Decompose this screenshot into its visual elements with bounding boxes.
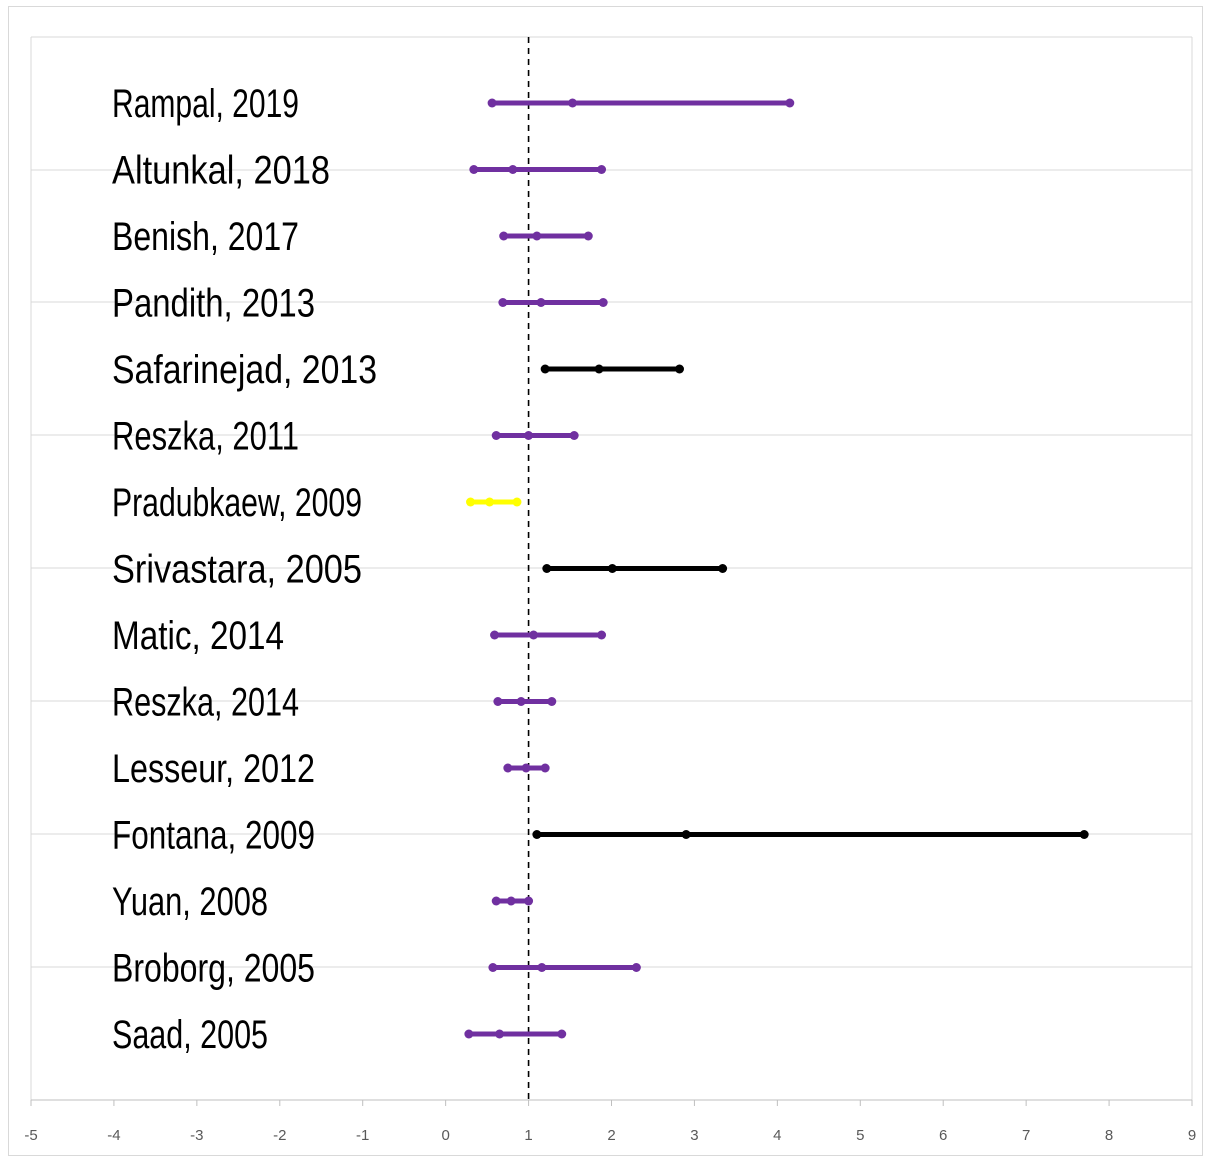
x-tick-label: 2 xyxy=(607,1127,615,1144)
x-tick-label: 3 xyxy=(690,1127,698,1144)
study-interval xyxy=(464,1029,567,1039)
ci-upper-point xyxy=(785,98,795,108)
study-label: Matic, 2014 xyxy=(112,614,284,658)
ci-upper-point xyxy=(597,630,607,640)
study-interval xyxy=(488,963,641,972)
chart-frame xyxy=(8,6,1203,1156)
study-label: Rampal, 2019 xyxy=(112,82,299,126)
study-label: Lesseur, 2012 xyxy=(112,747,315,791)
study-label: Safarinejad, 2013 xyxy=(112,348,377,392)
ci-upper-point xyxy=(675,364,685,374)
estimate-point xyxy=(681,830,691,839)
ci-lower-point xyxy=(488,963,498,972)
estimate-point xyxy=(568,98,578,108)
study-label: Fontana, 2009 xyxy=(112,814,315,858)
estimate-point xyxy=(536,298,546,307)
study-label: Pandith, 2013 xyxy=(112,282,315,326)
x-tick-label: 1 xyxy=(524,1127,532,1144)
ci-upper-point xyxy=(569,431,579,440)
study-interval xyxy=(503,763,550,773)
study-label: Benish, 2017 xyxy=(112,215,299,259)
ci-upper-point xyxy=(1079,830,1089,839)
estimate-point xyxy=(485,497,495,507)
study-label: Srivastara, 2005 xyxy=(112,548,362,592)
estimate-point xyxy=(521,763,531,773)
x-tick-label: 0 xyxy=(441,1127,449,1144)
study-interval xyxy=(487,98,795,108)
study-interval xyxy=(491,431,579,440)
study-interval xyxy=(532,830,1089,839)
ci-lower-point xyxy=(542,564,552,573)
ci-lower-point xyxy=(540,364,550,374)
ci-lower-point xyxy=(503,763,513,773)
estimate-point xyxy=(506,896,516,906)
ci-upper-point xyxy=(547,697,557,706)
estimate-point xyxy=(529,630,539,640)
study-interval xyxy=(466,497,522,507)
ci-upper-point xyxy=(583,231,593,241)
x-tick-label: 6 xyxy=(939,1127,947,1144)
study-interval xyxy=(469,165,607,174)
x-axis: -5 -4 -3 -2 -1 0 1 2 3 4 5 6 7 8 9 xyxy=(24,1099,1196,1144)
ci-lower-point xyxy=(491,896,501,906)
x-tick-label: 8 xyxy=(1105,1127,1113,1144)
ci-upper-point xyxy=(631,963,641,972)
ci-lower-point xyxy=(493,697,503,706)
ci-upper-point xyxy=(512,497,522,507)
study-label: Broborg, 2005 xyxy=(112,947,315,991)
study-label: Pradubkaew, 2009 xyxy=(112,481,362,525)
x-tick-label: -2 xyxy=(273,1127,286,1144)
ci-upper-point xyxy=(557,1029,567,1039)
ci-upper-point xyxy=(598,298,608,307)
study-interval xyxy=(498,298,608,307)
ci-lower-point xyxy=(499,231,509,241)
study-interval xyxy=(493,697,557,706)
study-intervals xyxy=(464,98,1089,1039)
x-tick-label: 9 xyxy=(1188,1127,1196,1144)
ci-upper-point xyxy=(718,564,728,573)
study-label: Reszka, 2014 xyxy=(112,681,299,725)
study-interval xyxy=(499,231,593,241)
ci-lower-point xyxy=(464,1029,474,1039)
ci-lower-point xyxy=(487,98,497,108)
estimate-point xyxy=(524,431,534,440)
ci-lower-point xyxy=(466,497,476,507)
ci-lower-point xyxy=(498,298,508,307)
study-label: Altunkal, 2018 xyxy=(112,149,330,193)
x-tick-label: 7 xyxy=(1022,1127,1030,1144)
study-interval xyxy=(491,896,534,906)
study-interval xyxy=(490,630,607,640)
estimate-point xyxy=(495,1029,505,1039)
ci-lower-point xyxy=(490,630,500,640)
study-label: Saad, 2005 xyxy=(112,1013,268,1057)
ci-upper-point xyxy=(524,896,534,906)
x-tick-label: 5 xyxy=(856,1127,864,1144)
study-labels: Rampal, 2019 Altunkal, 2018 Benish, 2017 Pa… xyxy=(112,82,377,1057)
study-label: Reszka, 2011 xyxy=(112,415,299,459)
x-tick-label: 4 xyxy=(773,1127,781,1144)
x-tick-label: -3 xyxy=(190,1127,203,1144)
study-label: Yuan, 2008 xyxy=(112,880,268,924)
ci-lower-point xyxy=(532,830,542,839)
estimate-point xyxy=(516,697,526,706)
estimate-point xyxy=(607,564,617,573)
x-tick-label: -1 xyxy=(356,1127,369,1144)
estimate-point xyxy=(537,963,547,972)
ci-lower-point xyxy=(491,431,501,440)
estimate-point xyxy=(594,364,604,374)
x-tick-label: -4 xyxy=(107,1127,120,1144)
x-tick-label: -5 xyxy=(24,1127,37,1144)
study-interval xyxy=(540,364,685,374)
ci-lower-point xyxy=(469,165,479,174)
estimate-point xyxy=(508,165,518,174)
ci-upper-point xyxy=(540,763,550,773)
study-interval xyxy=(542,564,728,573)
ci-upper-point xyxy=(597,165,607,174)
estimate-point xyxy=(532,231,542,241)
